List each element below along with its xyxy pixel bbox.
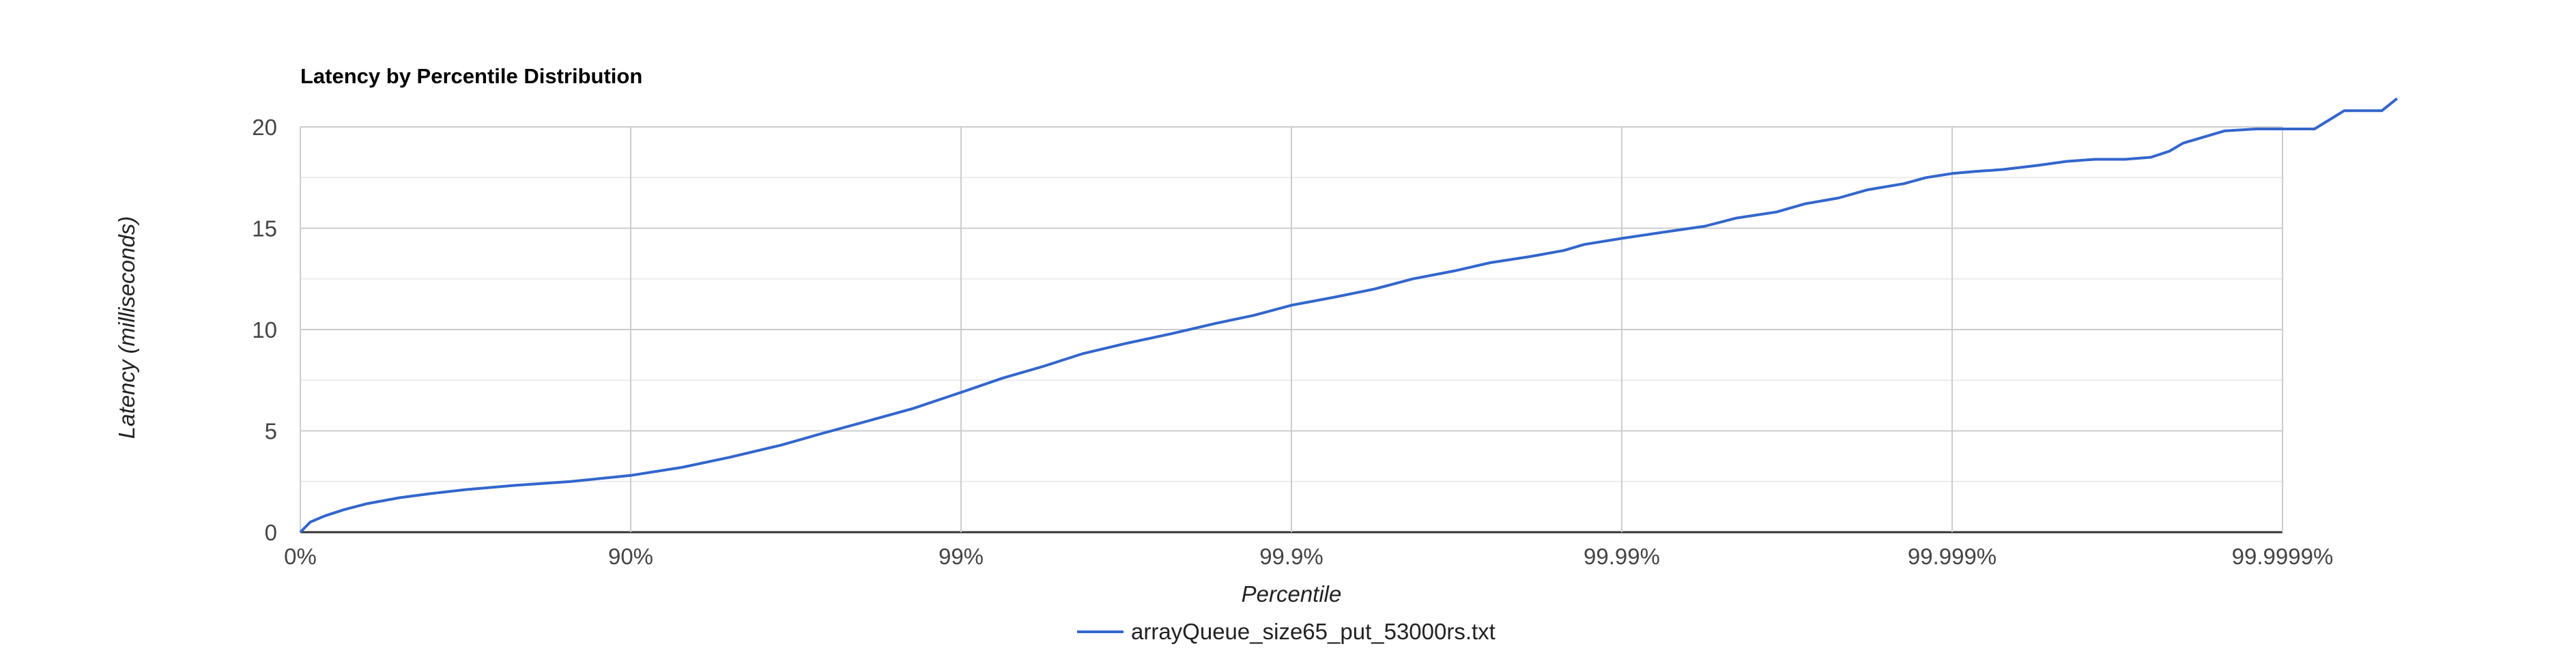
x-tick-label: 99.999% bbox=[1908, 544, 1997, 569]
legend: arrayQueue_size65_put_53000rs.txt bbox=[1077, 619, 1495, 644]
series-line bbox=[299, 97, 2399, 534]
y-tick-label: 10 bbox=[252, 317, 277, 343]
y-tick-label: 5 bbox=[265, 419, 277, 444]
x-tick-label: 99% bbox=[939, 544, 984, 569]
series-layer bbox=[299, 97, 2399, 534]
x-tick-label: 99.99% bbox=[1584, 544, 1660, 569]
chart-title: Latency by Percentile Distribution bbox=[300, 64, 642, 88]
x-axis-title: Percentile bbox=[1242, 581, 1342, 607]
x-tick-label: 0% bbox=[284, 544, 317, 569]
x-tick-label: 99.9999% bbox=[2232, 544, 2334, 569]
y-tick-label: 0 bbox=[265, 520, 277, 545]
grid-layer bbox=[300, 126, 2283, 534]
y-tick-label: 15 bbox=[252, 216, 277, 242]
y-axis-title: Latency (milliseconds) bbox=[114, 216, 139, 439]
x-tick-label: 99.9% bbox=[1259, 544, 1323, 569]
legend-label: arrayQueue_size65_put_53000rs.txt bbox=[1131, 619, 1495, 644]
label-layer: Latency by Percentile Distribution Perce… bbox=[114, 64, 2333, 607]
x-tick-label: 90% bbox=[608, 544, 653, 569]
y-tick-label: 20 bbox=[252, 115, 277, 140]
